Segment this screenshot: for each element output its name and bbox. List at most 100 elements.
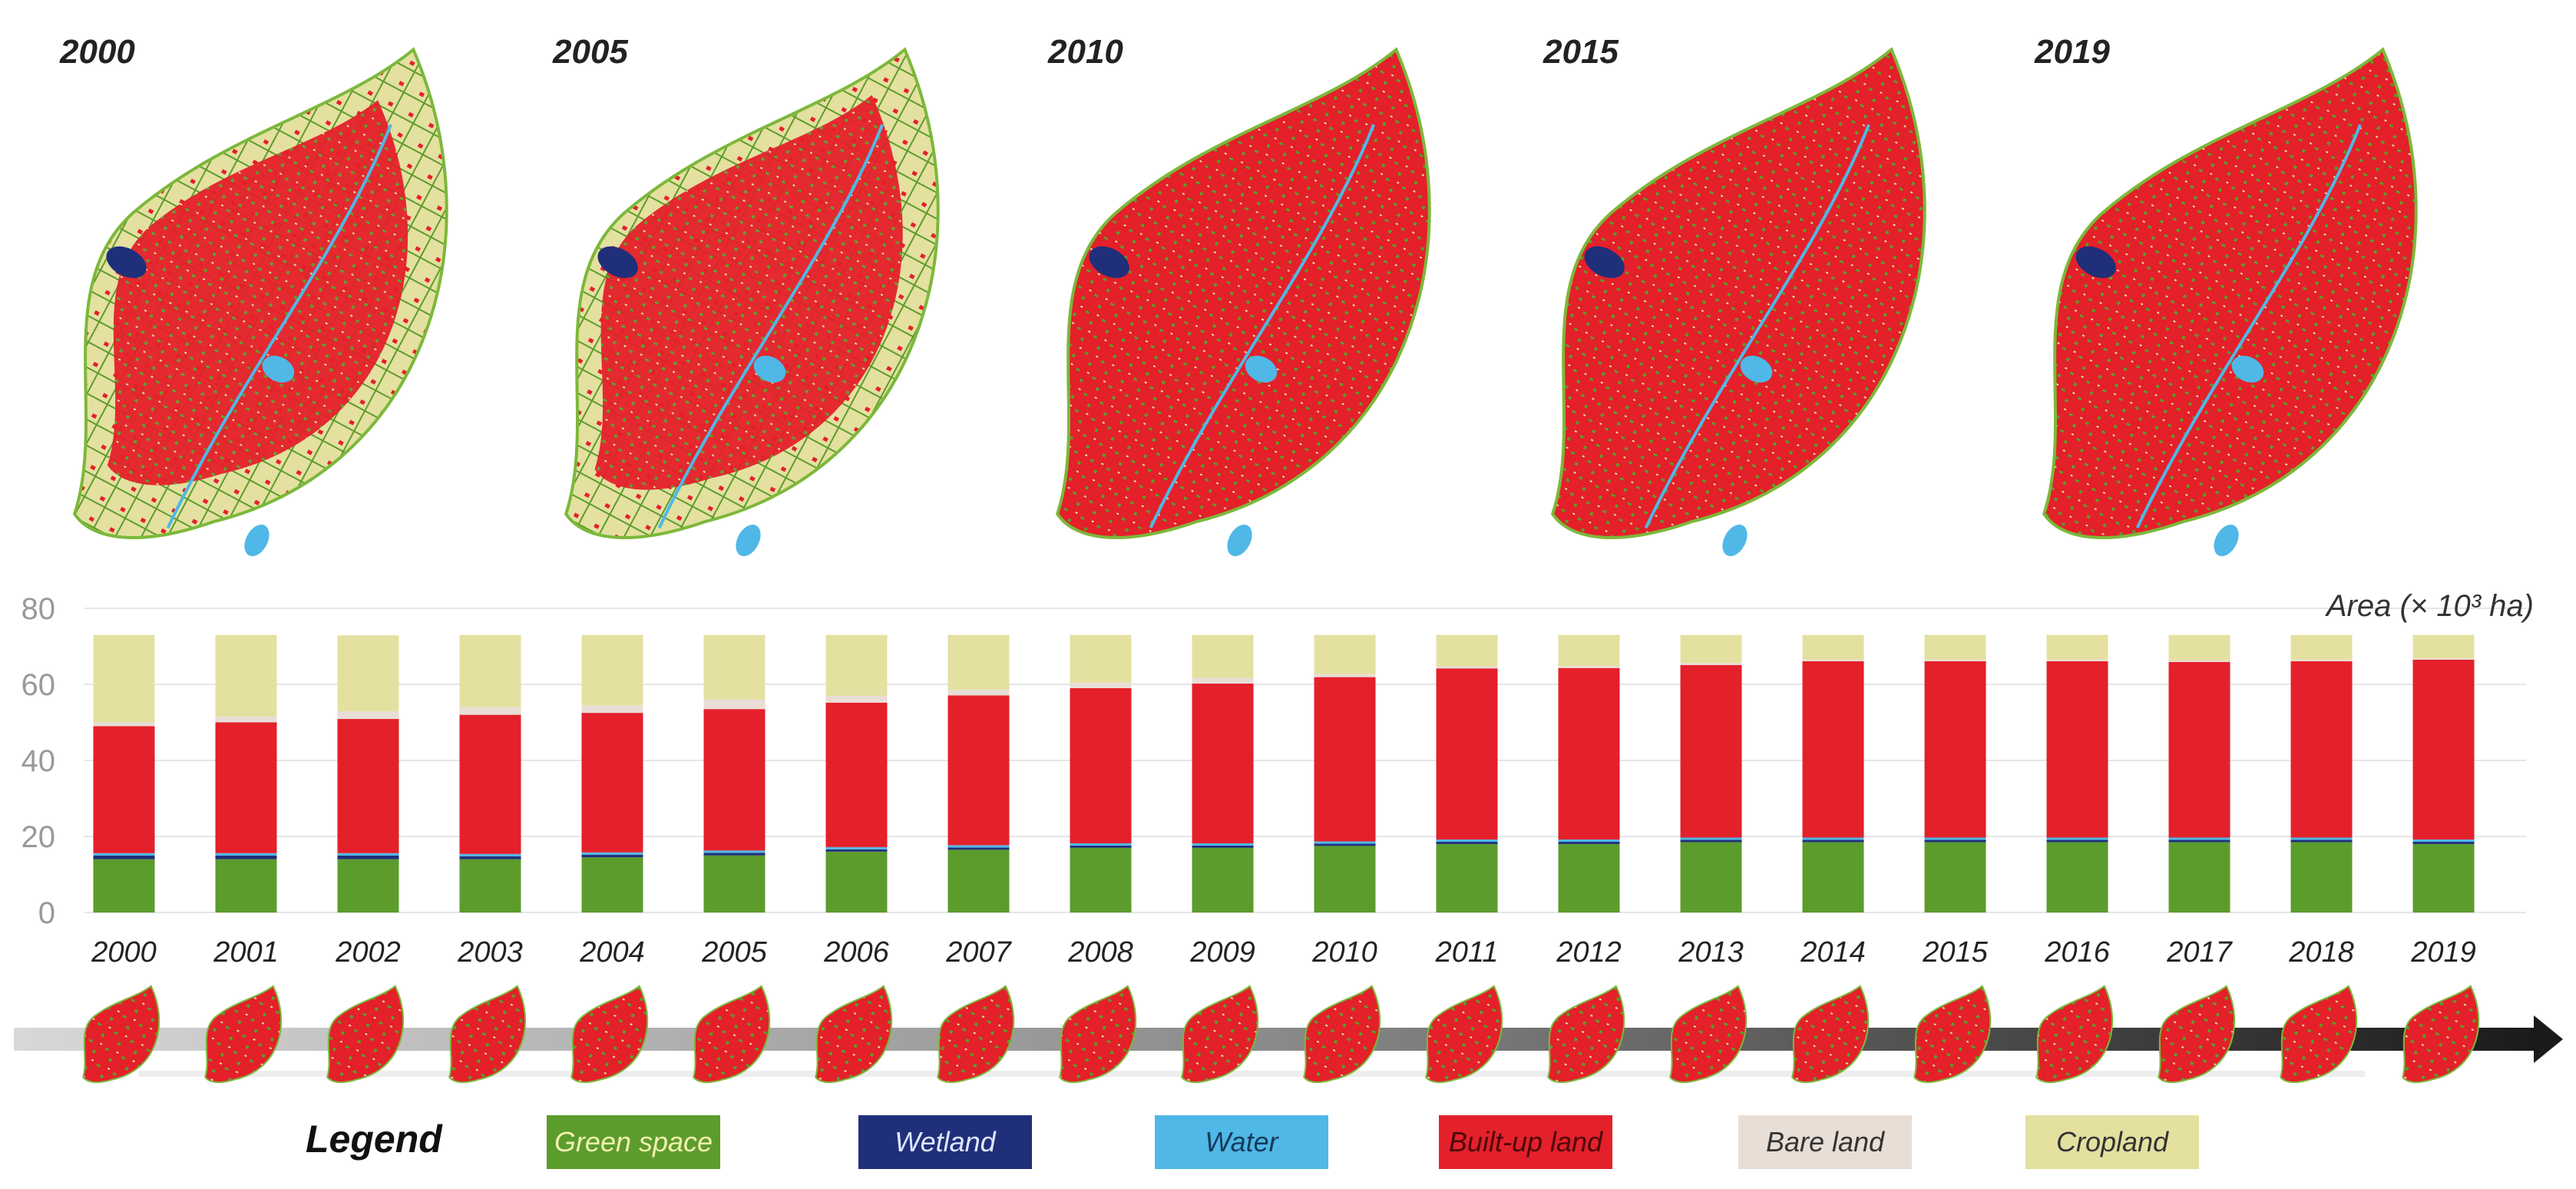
bar-segment	[215, 853, 277, 856]
bar-segment	[825, 695, 888, 703]
legend-item-built-up-land: Built-up land	[1439, 1115, 1612, 1169]
bar-segment	[2412, 843, 2475, 912]
mini-leaf-maps	[82, 985, 2480, 1084]
mini-leaf-map	[1303, 985, 1381, 1084]
bar-segment	[2168, 660, 2230, 662]
mini-leaf-map	[1669, 985, 1748, 1084]
x-axis-tick-labels: 2000 2001 2002 2003 2004 2005 2006 2007 2008 2009…	[91, 936, 2476, 969]
bar-segment	[703, 634, 766, 700]
stacked-bars	[93, 634, 2475, 912]
bar-segment	[1924, 661, 1986, 838]
bar-segment	[2412, 634, 2475, 658]
map-year-label: 2019	[2034, 33, 2110, 71]
legend-item-green-space: Green space	[547, 1115, 720, 1169]
x-tick-label: 2006	[823, 936, 889, 969]
x-tick-label: 2013	[1678, 936, 1744, 969]
bar-segment	[93, 634, 155, 723]
map-year-label: 2010	[1047, 33, 1123, 71]
bar-segment	[1802, 840, 1864, 843]
y-tick-label: 60	[21, 668, 56, 702]
timeline-arrow	[14, 1015, 2563, 1077]
legend-label: Cropland	[2055, 1126, 2169, 1158]
leaf-map	[1055, 47, 1431, 557]
bar-segment	[1436, 666, 1498, 669]
leaf-map	[1550, 47, 1926, 557]
bar-segment	[459, 853, 521, 856]
bar-segment	[581, 857, 643, 912]
bar-segment	[1924, 634, 1986, 660]
bar-segment	[947, 689, 1010, 696]
bar-segment	[215, 859, 277, 912]
bar-segment	[1680, 663, 1742, 665]
bar-segment	[1680, 664, 1742, 838]
bar-segment	[215, 722, 277, 853]
bar-segment	[337, 719, 399, 853]
x-tick-label: 2000	[91, 936, 157, 969]
bar-segment	[337, 635, 399, 712]
mini-leaf-map	[815, 985, 893, 1084]
x-tick-label: 2002	[335, 936, 401, 969]
bar-segment	[1192, 845, 1254, 848]
x-tick-label: 2009	[1189, 936, 1255, 969]
bar-segment	[947, 845, 1010, 848]
leaf-maps-row: 2000 2005 2010 2015 2019	[59, 33, 2418, 557]
bar-segment	[581, 854, 643, 858]
mini-leaf-map	[2402, 985, 2480, 1084]
bar-segment	[1924, 842, 1986, 912]
x-tick-label: 2017	[2166, 936, 2233, 969]
mini-leaf-map	[1425, 985, 1503, 1084]
bar-segment	[825, 849, 888, 852]
mini-leaf-map	[1913, 985, 1992, 1084]
bar-segment	[703, 855, 766, 912]
bar-segment	[93, 859, 155, 912]
x-tick-label: 2011	[1435, 936, 1499, 969]
legend: Legend Green space Wetland Water Built-u…	[0, 1106, 2576, 1183]
bar-segment	[1558, 667, 1620, 840]
bar-segment	[1558, 839, 1620, 842]
bar-segment	[1436, 843, 1498, 912]
bar-segment	[703, 699, 766, 710]
bar-segment	[1314, 846, 1376, 912]
bar-segment	[1070, 843, 1132, 846]
legend-label: Bare land	[1765, 1126, 1885, 1158]
bar-segment	[2412, 657, 2475, 660]
bar-segment	[215, 855, 277, 859]
bar-segment	[2046, 837, 2108, 840]
bar-segment	[2168, 837, 2230, 840]
leaf-map	[2042, 47, 2418, 557]
map-year-label: 2000	[59, 33, 135, 71]
mini-leaf-map	[326, 985, 405, 1084]
bar-segment	[581, 634, 643, 706]
bar-segment	[1924, 659, 1986, 661]
bar-segment	[2290, 840, 2353, 843]
bar-segment	[947, 850, 1010, 912]
bar-segment	[703, 709, 766, 851]
bar-segment	[1802, 661, 1864, 838]
mini-leaf-map	[82, 985, 160, 1084]
legend-label: Water	[1205, 1126, 1278, 1158]
x-tick-label: 2004	[579, 936, 645, 969]
bar-segment	[1192, 634, 1254, 678]
bar-segment	[947, 695, 1010, 846]
bar-segment	[459, 859, 521, 912]
bar-segment	[2290, 659, 2353, 661]
chart-gridlines	[84, 608, 2526, 913]
bar-segment	[93, 855, 155, 859]
mini-leaf-map	[1791, 985, 1870, 1084]
y-tick-label: 40	[21, 744, 56, 778]
bar-segment	[1680, 634, 1742, 664]
bar-segment	[1070, 847, 1132, 912]
bar-segment	[337, 853, 399, 856]
bar-segment	[2046, 842, 2108, 912]
bar-segment	[1192, 843, 1254, 846]
bar-segment	[581, 705, 643, 714]
map-year-label: 2005	[552, 33, 628, 71]
y-tick-label: 20	[21, 820, 56, 854]
mini-leaf-map	[448, 985, 527, 1084]
x-tick-label: 2007	[945, 936, 1012, 969]
bar-segment	[1802, 842, 1864, 912]
y-tick-label: 80	[21, 592, 56, 626]
bar-segment	[1924, 837, 1986, 840]
bar-segment	[2046, 661, 2108, 838]
